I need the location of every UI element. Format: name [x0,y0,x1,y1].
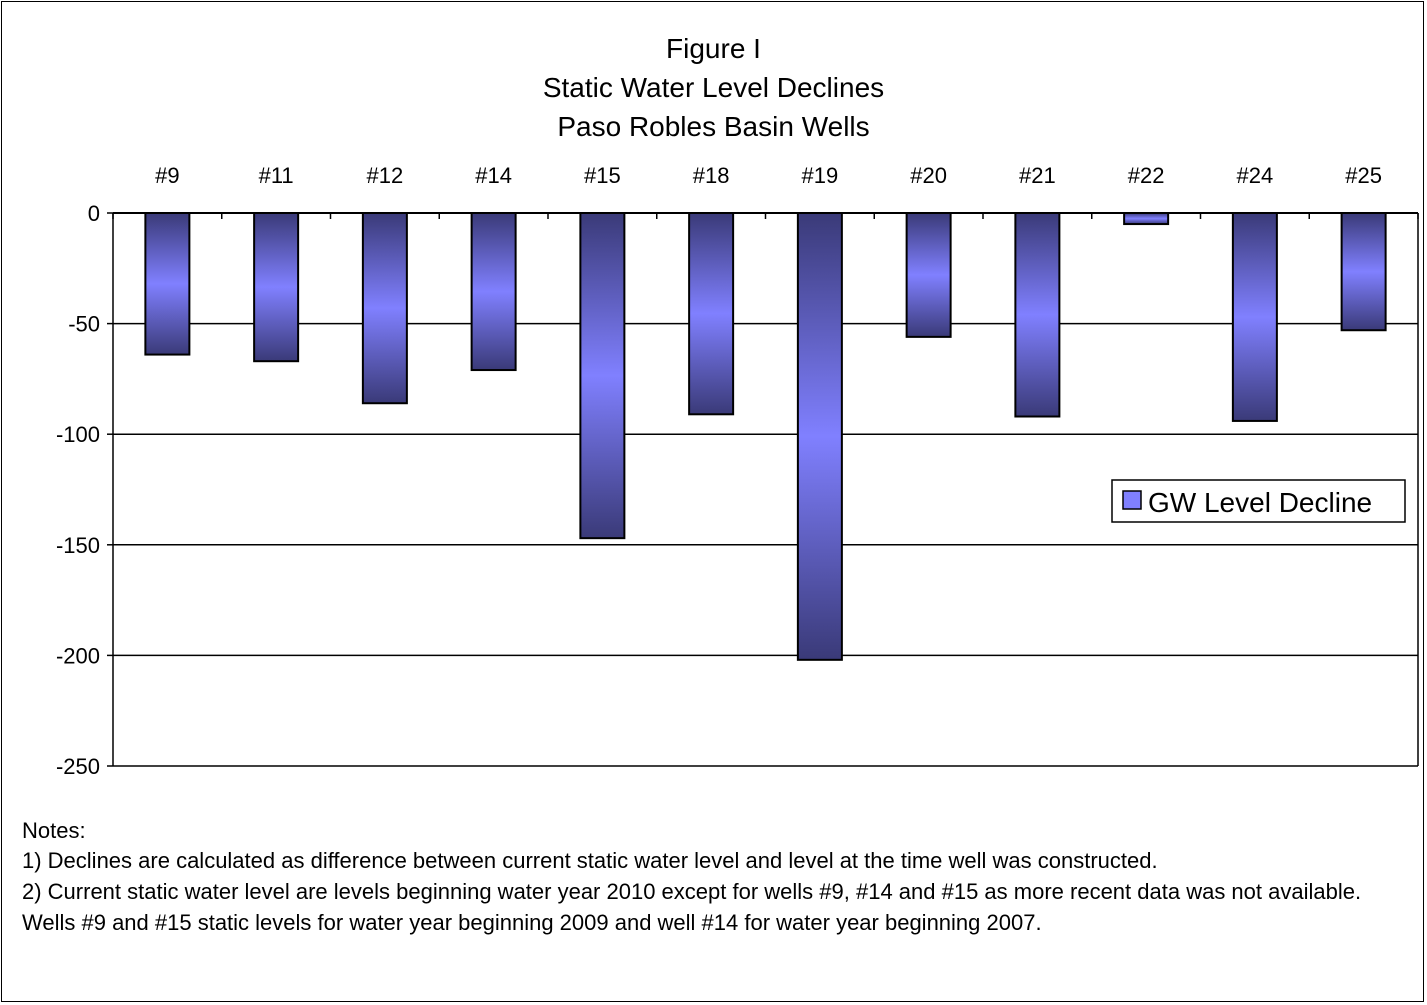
bar [905,212,952,338]
y-tick-label: -250 [56,754,100,779]
bar [1340,212,1387,332]
chart-title-line-2: Static Water Level Declines [542,72,885,103]
bars [144,212,1387,661]
x-tick-label: #24 [1237,163,1274,188]
y-tick-label: -200 [56,643,100,668]
axes [107,212,1419,767]
x-tick-label: #19 [802,163,839,188]
bar [1123,212,1170,226]
bar [579,212,626,540]
bar [144,212,191,356]
y-tick-label: -150 [56,533,100,558]
x-tick-label: #14 [475,163,512,188]
y-tick-label: -100 [56,422,100,447]
x-tick-label: #18 [693,163,730,188]
chart-title-line-1: Figure I [666,33,761,64]
x-tick-label: #25 [1345,163,1382,188]
bar [470,212,517,372]
legend: GW Level Decline [1111,479,1406,523]
bar [796,212,843,661]
x-tick-label: #22 [1128,163,1165,188]
y-tick-label: -50 [68,312,100,337]
x-tick-label: #21 [1019,163,1056,188]
legend-swatch [1122,490,1142,510]
y-tick-label: 0 [88,201,100,226]
x-tick-label: #11 [259,163,294,188]
chart-title-line-3: Paso Robles Basin Wells [557,111,870,142]
legend-label: GW Level Decline [1148,487,1372,518]
bar [361,212,408,405]
x-tick-label: #20 [910,163,947,188]
note-2: 2) Current static water level are levels… [22,879,1362,935]
notes-heading: Notes: [22,818,86,843]
x-tick-label: #12 [367,163,404,188]
bar [688,212,735,416]
note-1: 1) Declines are calculated as difference… [22,848,1158,873]
labels: 0 -50 -100 -150 -200 -250 #9 #11 #12 #14 #15 #18 #19… [56,163,1382,779]
x-tick-label: #9 [155,163,179,188]
bar [1231,212,1278,422]
gridlines [113,322,1418,657]
bar [253,212,300,363]
x-tick-label: #15 [584,163,621,188]
bar [1014,212,1061,418]
legend-box [1111,479,1406,523]
